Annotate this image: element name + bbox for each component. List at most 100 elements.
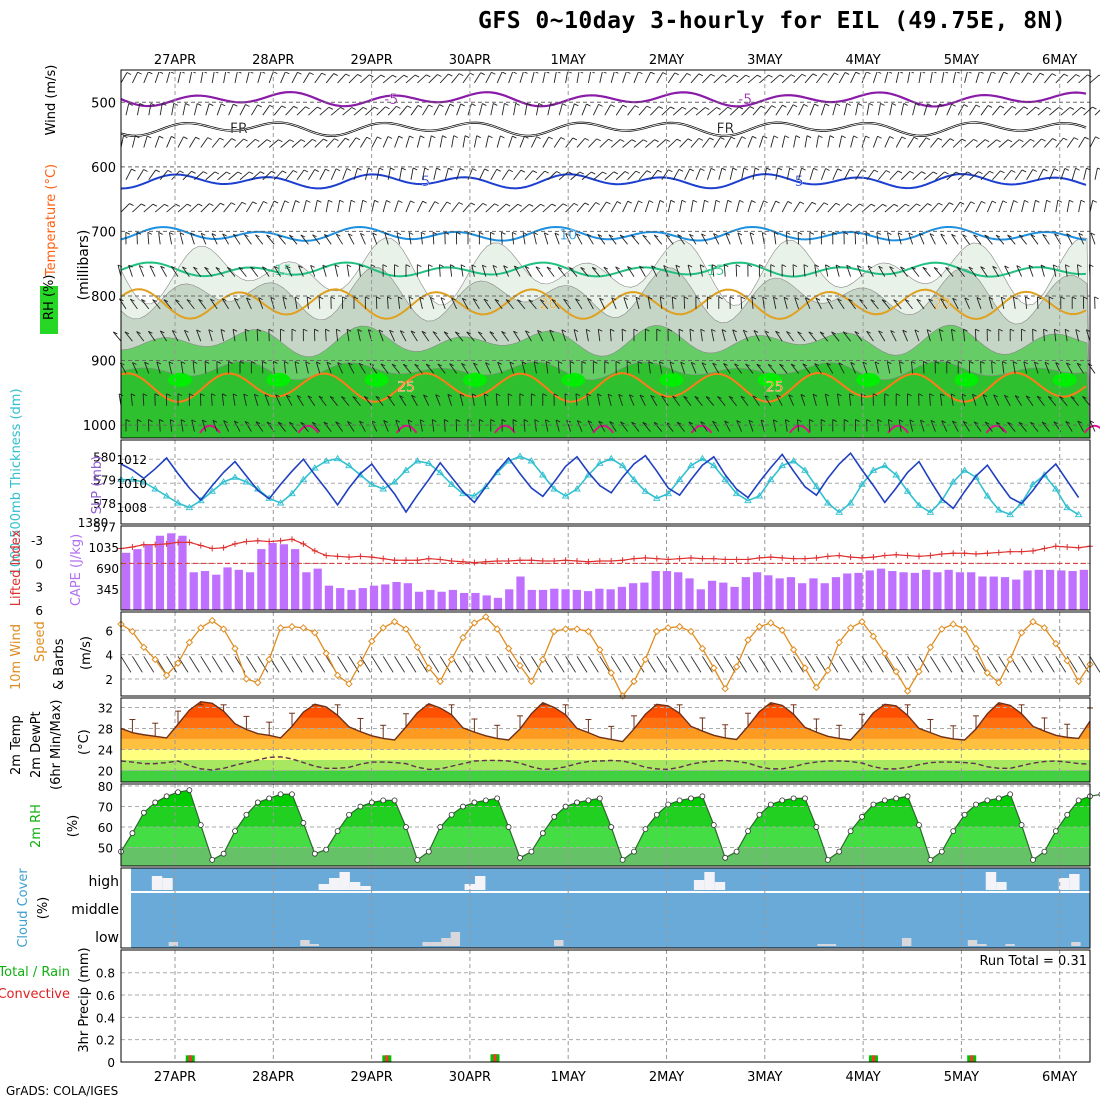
wind-barb [215,267,224,277]
wind-barb-flag [196,329,201,333]
wind-barb [850,71,857,84]
wind-barb-flag [476,135,481,139]
wind-barb-flag [770,264,775,267]
rh-point [870,801,877,808]
wind-barb-flag [453,135,458,139]
wind-barb-flag [751,200,756,203]
lifted-index-point [277,537,284,544]
wind-barb [576,138,586,148]
isotherm-label: -5 [738,92,752,108]
wind-barb [547,171,557,181]
wind-barb-flag [1095,136,1100,140]
wind-barb [764,395,772,406]
wind-barb [626,361,629,374]
wind-barb [223,71,227,83]
wind-barb [1030,421,1039,432]
wind-barb-flag [490,419,495,422]
lifted-index-point [334,553,341,560]
wind-barb-flag [743,329,748,333]
wind-barb [870,299,879,310]
wind-barb [740,395,749,406]
cape-bar [122,552,131,610]
wind-barb-flag [385,106,390,110]
rh-point [175,789,181,796]
wind-barb-flag [275,394,280,398]
wind-barb [898,361,902,374]
wind-barb [987,139,997,148]
wind-barb-flag [339,199,344,203]
wind-barb-flag [294,361,300,364]
wind-barb [1052,264,1057,277]
wind-barb [223,420,230,432]
pressure-tick-label: 700 [91,225,116,240]
wind-barb-flag [394,264,399,267]
wind-barb [554,232,560,245]
wind-barb [120,203,130,213]
wind-barb-flag [843,419,849,422]
wind-barb-flag [877,419,882,422]
wind-speed-point [960,625,969,633]
precip-frame [120,949,1091,1063]
wind-barb-flag [700,264,705,268]
wind-barb [701,233,708,245]
wind-barb-flag [266,421,272,425]
wind-barb-flag [286,394,291,398]
thickness-point [881,461,889,469]
wind-barb [296,106,306,116]
wind-barb-flag [940,298,945,302]
surface-wind-barb [439,656,451,673]
thickness-point [596,459,604,466]
date-label-bottom: 3MAY [747,1070,782,1085]
wind-barb [246,201,254,213]
wind-barb [549,329,555,342]
isotherm-line [120,261,1087,278]
cape-bar [978,576,987,610]
wind-barb [929,233,936,245]
wind-barb-flag [944,171,949,175]
wind-barb [387,296,389,309]
wind-barb [315,361,321,374]
wind-barb [930,420,936,432]
wind-barb [827,135,831,148]
wind-barb [678,329,681,342]
wind-barb [604,104,612,116]
wind-speed-point [767,619,775,627]
thickness-point [516,452,524,459]
wind-barb [964,71,968,84]
wind-barb-flag [709,137,714,141]
wind-barb-flag [599,297,604,301]
wind-barb-flag [501,71,507,75]
wind-barb [439,135,443,148]
thickness-point [767,475,775,483]
wind-barb [740,296,743,309]
wind-barb-flag [565,233,570,236]
wind-barb [872,71,878,84]
wind-barb [824,393,829,406]
wind-barb-flag [973,139,978,142]
wind-barb-flag [773,296,778,300]
wind-barb [348,200,352,213]
wind-barb-flag [262,266,267,270]
wind-barb [363,396,373,407]
rh-point [756,811,763,818]
lifted-index-point [904,552,911,559]
rh-max-blob [954,372,979,387]
wind-barb-flag [306,199,311,203]
wind-barb [205,103,210,116]
wind-barb-flag [929,393,934,397]
wind-barb-flag [1018,234,1024,238]
wind-barb-flag [870,299,875,303]
wind-speed-point [1029,618,1037,626]
wind-barb-flag [648,296,653,300]
wind-barb-flag [184,329,189,333]
wind-barb-flag [430,296,435,300]
wind-barb-flag [326,361,332,365]
wind-barb-flag [387,136,393,139]
wind-barb-flag [574,103,579,107]
thickness-line [121,455,1080,516]
wind-barb-flag [648,361,653,364]
wind-barb-flag [786,331,791,334]
lifted-index-point [1018,548,1025,555]
wind-barb-flag [814,103,819,107]
wind-barb-flag [803,264,809,268]
